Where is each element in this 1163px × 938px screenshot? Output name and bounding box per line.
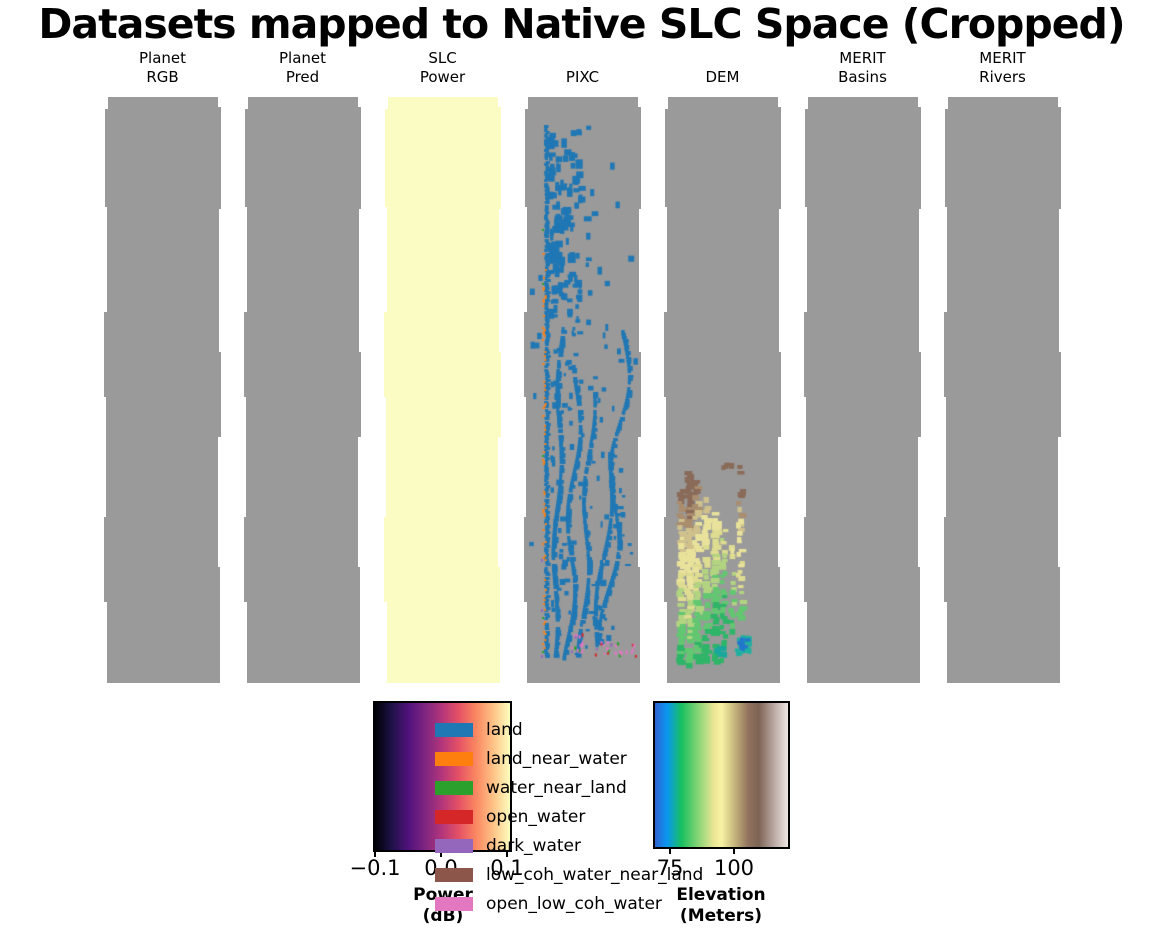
panel-pixc bbox=[524, 97, 641, 683]
power-tick-label: −0.1 bbox=[349, 856, 401, 880]
panel-dem bbox=[664, 97, 781, 683]
panel-merit-rivers bbox=[944, 97, 1061, 683]
legend-label: land_near_water bbox=[486, 749, 627, 769]
panel-header-pixc: PIXC bbox=[524, 49, 641, 87]
header-line: Power bbox=[419, 68, 466, 86]
header-line: Planet bbox=[138, 49, 187, 67]
header-line: DEM bbox=[705, 68, 740, 86]
pixc-raster bbox=[524, 97, 641, 683]
header-line: Rivers bbox=[979, 68, 1026, 86]
elevation-tick-label: 75 bbox=[656, 856, 684, 880]
header-line: PIXC bbox=[565, 68, 600, 86]
figure-title: Datasets mapped to Native SLC Space (Cro… bbox=[38, 0, 1125, 48]
power-tick-mark bbox=[374, 850, 376, 857]
legend-swatch bbox=[435, 868, 473, 882]
dem-raster bbox=[664, 97, 781, 683]
legend-swatch bbox=[435, 839, 473, 853]
legend-swatch bbox=[435, 781, 473, 795]
power-label-line2: (dB) bbox=[422, 906, 464, 926]
legend-item-open-low-coh-water: open_low_coh_water bbox=[435, 894, 662, 914]
legend-swatch bbox=[435, 810, 473, 824]
panel-planet-pred bbox=[244, 97, 361, 683]
panel-header-merit-rivers: MERIT Rivers bbox=[944, 49, 1061, 87]
legend-label: water_near_land bbox=[486, 778, 627, 798]
legend-label: dark_water bbox=[486, 836, 581, 856]
legend-item-open-water: open_water bbox=[435, 807, 585, 827]
legend-item-land: land bbox=[435, 720, 523, 740]
header-line: RGB bbox=[146, 68, 179, 86]
legend-item-water-near-land: water_near_land bbox=[435, 778, 627, 798]
header-line: SLC bbox=[428, 49, 457, 67]
panel-planet-rgb bbox=[104, 97, 221, 683]
panel-header-planet-pred: Planet Pred bbox=[244, 49, 361, 87]
header-line: MERIT bbox=[979, 49, 1026, 67]
legend-item-land-near-water: land_near_water bbox=[435, 749, 627, 769]
elevation-label-line1: Elevation bbox=[676, 885, 766, 905]
legend-label: land bbox=[486, 720, 523, 740]
elevation-tick-mark bbox=[669, 847, 671, 854]
header-line: Planet bbox=[278, 49, 327, 67]
header-line: Basins bbox=[838, 68, 887, 86]
panel-merit-basins bbox=[804, 97, 921, 683]
legend-label: low_coh_water_near_land bbox=[486, 865, 704, 885]
legend-item-low-coh-water-near-land: low_coh_water_near_land bbox=[435, 865, 703, 885]
elevation-colorbar-label: Elevation (Meters) bbox=[651, 885, 791, 927]
legend-label: open_low_coh_water bbox=[486, 894, 662, 914]
panel-header-merit-basins: MERIT Basins bbox=[804, 49, 921, 87]
legend-swatch bbox=[435, 897, 473, 911]
elevation-tick-mark bbox=[733, 847, 735, 854]
panel-header-dem: DEM bbox=[664, 49, 781, 87]
panel-slc-power bbox=[384, 97, 501, 683]
header-line: Pred bbox=[285, 68, 320, 86]
panel-header-planet-rgb: Planet RGB bbox=[104, 49, 221, 87]
legend-swatch bbox=[435, 723, 473, 737]
elevation-tick-label: 100 bbox=[713, 856, 755, 880]
panel-header-slc-power: SLC Power bbox=[384, 49, 501, 87]
power-tick-mark bbox=[440, 850, 442, 857]
legend-label: open_water bbox=[486, 807, 586, 827]
legend-item-dark-water: dark_water bbox=[435, 836, 581, 856]
header-line: MERIT bbox=[839, 49, 886, 67]
elevation-colorbar bbox=[653, 701, 790, 849]
elevation-label-line2: (Meters) bbox=[679, 906, 763, 926]
header-line bbox=[524, 49, 641, 68]
power-tick-label: 0.1 bbox=[490, 856, 524, 880]
header-line bbox=[664, 49, 781, 68]
power-tick-mark bbox=[506, 850, 508, 857]
legend-swatch bbox=[435, 752, 473, 766]
